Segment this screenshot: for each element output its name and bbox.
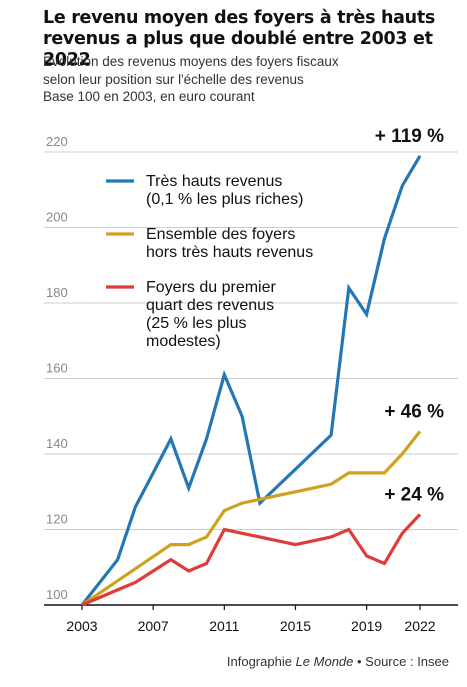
- legend-label: modestes): [146, 333, 221, 350]
- source-label: Source : Insee: [365, 654, 449, 669]
- legend-label: quart des revenus: [146, 297, 274, 314]
- change-annotation: + 24 %: [384, 484, 444, 505]
- x-tick-label: 2007: [138, 618, 169, 634]
- chart-legend: Très hauts revenus(0,1 % les plus riches…: [106, 173, 313, 350]
- legend-label: Foyers du premier: [146, 279, 276, 296]
- legend-label: hors très hauts revenus: [146, 244, 313, 261]
- ensemble-foyers-line: [81, 430, 422, 607]
- credit-separator: •: [353, 654, 366, 669]
- x-tick-label: 2019: [351, 618, 382, 634]
- y-tick-label: 180: [46, 285, 68, 300]
- change-annotation: + 46 %: [384, 401, 444, 422]
- y-tick-label: 200: [46, 210, 68, 225]
- subtitle-line: selon leur position sur l'échelle des re…: [43, 71, 304, 87]
- chart-title: Le revenu moyen des foyers à très hauts …: [43, 8, 436, 70]
- x-tick-label: 2011: [209, 618, 239, 634]
- credit-prefix: Infographie: [226, 654, 296, 669]
- x-tick-label: 2015: [280, 618, 311, 634]
- credit-brand: Le Monde: [295, 654, 354, 669]
- x-axis-ticks: 2003 2007 2011 2015 2019 2022: [66, 605, 436, 634]
- y-tick-label: 100: [46, 587, 68, 602]
- subtitle-line: Base 100 en 2003, en euro courant: [43, 89, 255, 104]
- x-tick-label: 2003: [66, 618, 97, 634]
- legend-label: Très hauts revenus: [146, 173, 282, 190]
- y-tick-label: 140: [46, 436, 68, 451]
- tres-hauts-revenus-line: [80, 154, 422, 606]
- y-tick-label: 160: [46, 361, 68, 376]
- y-tick-label: 220: [46, 134, 68, 149]
- credit-footer: Infographie Le Monde • Source : Insee: [227, 654, 449, 669]
- chart-subtitle: Evolution des revenus moyens des foyers …: [43, 53, 458, 106]
- legend-label: Ensemble des foyers: [146, 226, 295, 243]
- y-tick-label: 120: [46, 512, 68, 527]
- change-annotation: + 119 %: [375, 126, 444, 147]
- chart-annotations: + 119 % + 46 % + 24 %: [375, 126, 444, 506]
- chart-series: [80, 154, 422, 607]
- chart-grid: [44, 151, 458, 606]
- legend-label: (25 % les plus: [146, 315, 247, 332]
- premier-quart-line: [81, 513, 422, 607]
- x-tick-label: 2022: [404, 618, 435, 634]
- y-axis-ticks: 100 120 140 160 180 200 220: [46, 134, 68, 602]
- subtitle-line: Evolution des revenus moyens des foyers …: [43, 54, 339, 69]
- legend-label: (0,1 % les plus riches): [146, 191, 303, 208]
